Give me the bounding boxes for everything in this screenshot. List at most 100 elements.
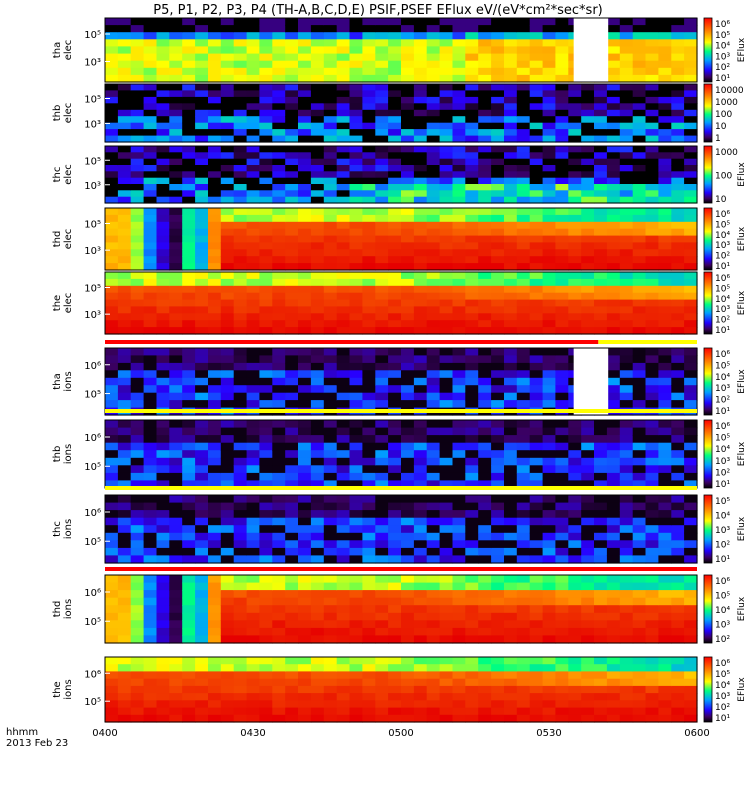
heatmap-cell bbox=[375, 597, 389, 606]
y-tick-label: 10³ bbox=[84, 246, 101, 257]
y-tick-label: 10⁶ bbox=[84, 508, 101, 519]
heatmap-cell bbox=[117, 263, 132, 271]
heatmap-cell bbox=[310, 292, 325, 301]
heatmap-cell bbox=[516, 714, 531, 723]
heatmap-cell bbox=[478, 208, 492, 216]
heatmap-cell bbox=[619, 242, 634, 250]
heatmap-cell bbox=[465, 664, 479, 672]
heatmap-cell bbox=[105, 25, 119, 33]
heatmap-cell bbox=[426, 146, 441, 153]
heatmap-cell bbox=[594, 420, 608, 429]
heatmap-cell bbox=[632, 235, 647, 244]
colorbar-tick-label: 10⁶ bbox=[715, 422, 730, 432]
heatmap-cell bbox=[272, 208, 286, 216]
heatmap-cell bbox=[413, 510, 428, 519]
heatmap-cell bbox=[143, 480, 158, 489]
heatmap-cell bbox=[195, 575, 209, 584]
heatmap-cell bbox=[143, 678, 158, 687]
heatmap-cell bbox=[452, 96, 466, 104]
heatmap-cell bbox=[208, 620, 222, 629]
heatmap-cell bbox=[632, 555, 647, 564]
heatmap-cell bbox=[195, 18, 209, 26]
heatmap-cell bbox=[285, 74, 299, 83]
heatmap-cell bbox=[529, 116, 544, 124]
heatmap-cell bbox=[401, 707, 415, 716]
heatmap-cell bbox=[516, 152, 531, 160]
heatmap-cell bbox=[169, 96, 183, 104]
heatmap-cell bbox=[246, 214, 261, 223]
heatmap-cell bbox=[208, 109, 222, 117]
heatmap-cell bbox=[336, 627, 351, 637]
heatmap-cell bbox=[220, 597, 235, 606]
heatmap-cell bbox=[632, 146, 647, 153]
heatmap-cell bbox=[671, 517, 685, 526]
heatmap-cell bbox=[285, 278, 299, 287]
heatmap-cell bbox=[401, 165, 415, 172]
heatmap-cell bbox=[658, 400, 672, 409]
heatmap-cell bbox=[465, 249, 479, 257]
heatmap-cell bbox=[555, 597, 569, 606]
heatmap-cell bbox=[581, 177, 595, 185]
heatmap-cell bbox=[285, 129, 299, 137]
heatmap-cell bbox=[246, 221, 261, 230]
heatmap-cell bbox=[581, 285, 595, 294]
heatmap-cell bbox=[195, 116, 209, 124]
heatmap-cell bbox=[594, 146, 608, 153]
heatmap-cell bbox=[426, 450, 441, 459]
heatmap-cell bbox=[375, 278, 389, 287]
heatmap-cell bbox=[516, 184, 531, 191]
heatmap-cell bbox=[542, 32, 557, 40]
heatmap-cell bbox=[671, 313, 685, 321]
heatmap-cell bbox=[169, 177, 183, 185]
heatmap-cell bbox=[208, 385, 222, 394]
heatmap-cell bbox=[336, 612, 351, 621]
heatmap-cell bbox=[478, 385, 492, 394]
heatmap-cell bbox=[594, 228, 608, 237]
heatmap-cell bbox=[619, 146, 634, 153]
heatmap-cell bbox=[272, 472, 286, 482]
heatmap-cell bbox=[465, 671, 479, 680]
heatmap-cell bbox=[478, 627, 492, 637]
heatmap-cell bbox=[117, 700, 132, 709]
heatmap-cell bbox=[375, 517, 389, 526]
heatmap-cell bbox=[594, 657, 608, 665]
heatmap-cell bbox=[272, 510, 286, 519]
heatmap-cell bbox=[606, 53, 621, 62]
heatmap-cell bbox=[671, 362, 685, 371]
heatmap-cell bbox=[182, 495, 196, 504]
heatmap-cell bbox=[529, 597, 544, 606]
heatmap-cell bbox=[516, 327, 531, 335]
heatmap-cell bbox=[465, 327, 479, 335]
heatmap-cell bbox=[452, 495, 466, 504]
heatmap-cell bbox=[645, 547, 659, 557]
heatmap-cell bbox=[594, 495, 608, 504]
heatmap-cell bbox=[375, 235, 389, 244]
heatmap-cell bbox=[388, 714, 402, 723]
heatmap-cell bbox=[529, 442, 544, 451]
heatmap-cell bbox=[542, 53, 557, 62]
heatmap-cell bbox=[491, 221, 505, 230]
heatmap-cell bbox=[130, 235, 145, 244]
colorbar bbox=[703, 271, 713, 335]
heatmap-cell bbox=[310, 457, 325, 466]
heatmap-cell bbox=[542, 196, 557, 204]
heatmap-cell bbox=[233, 53, 248, 62]
heatmap-cell bbox=[658, 320, 672, 328]
heatmap-cell bbox=[555, 472, 569, 482]
heatmap-cell bbox=[246, 263, 261, 271]
heatmap-cell bbox=[568, 109, 582, 117]
heatmap-cell bbox=[465, 450, 479, 459]
heatmap-cell bbox=[684, 620, 698, 629]
heatmap-cell bbox=[465, 190, 479, 198]
heatmap-cell bbox=[478, 235, 492, 244]
heatmap-cell bbox=[375, 263, 389, 271]
heatmap-cell bbox=[323, 664, 338, 672]
heatmap-cell bbox=[195, 292, 209, 301]
heatmap-cell bbox=[645, 678, 659, 687]
heatmap-cell bbox=[105, 285, 119, 294]
heatmap-cell bbox=[375, 249, 389, 257]
heatmap-cell bbox=[606, 165, 621, 172]
heatmap-cell bbox=[632, 242, 647, 250]
heatmap-cell bbox=[375, 465, 389, 474]
heatmap-cell bbox=[645, 450, 659, 459]
